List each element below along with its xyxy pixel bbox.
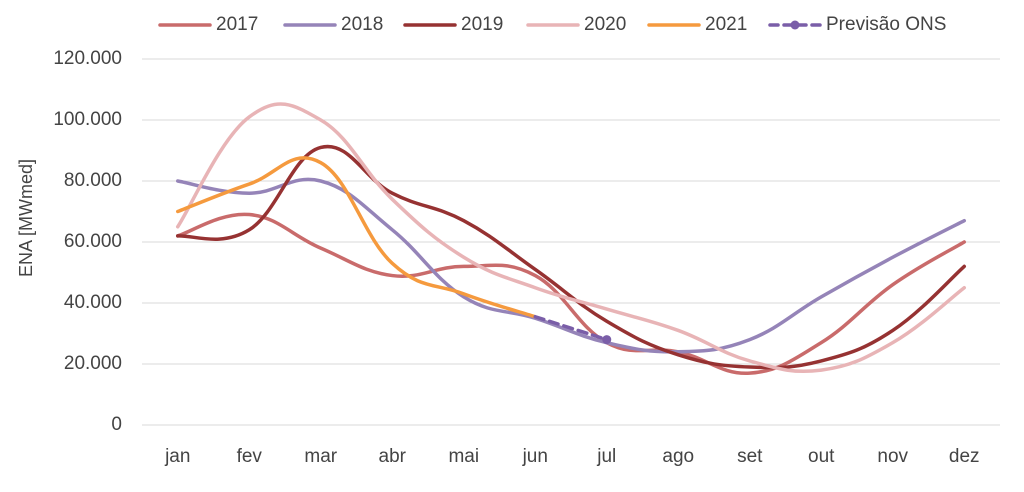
series-line-3 xyxy=(176,102,966,374)
legend-label-0: 2017 xyxy=(216,14,258,35)
y-axis-tick-labels: 0 20.000 40.000 60.000 80.000 100.000 120.000 xyxy=(53,48,122,435)
x-tick-label: dez xyxy=(949,446,980,467)
legend-label-5: Previsão ONS xyxy=(826,14,946,35)
series-line-4 xyxy=(176,156,537,319)
series-line-1 xyxy=(176,177,966,354)
x-tick-label: mar xyxy=(304,446,337,467)
y-tick-label: 20.000 xyxy=(64,353,122,374)
series-line-5 xyxy=(533,314,609,342)
x-tick-label: fev xyxy=(237,446,263,467)
y-tick-label: 40.000 xyxy=(64,292,122,313)
x-tick-label: jan xyxy=(164,446,190,467)
x-tick-label: abr xyxy=(379,446,407,467)
legend-marker-5 xyxy=(790,20,800,30)
legend-label-4: 2021 xyxy=(705,14,747,35)
x-tick-label: jul xyxy=(596,446,616,467)
y-tick-label: 60.000 xyxy=(64,231,122,252)
y-tick-label: 80.000 xyxy=(64,170,122,191)
series-lines xyxy=(176,102,966,375)
legend-label-3: 2020 xyxy=(584,14,626,35)
x-tick-label: jun xyxy=(522,446,548,467)
series-line-0 xyxy=(176,212,966,375)
x-tick-label: ago xyxy=(662,446,694,467)
y-tick-label: 120.000 xyxy=(53,48,122,69)
series-point-5 xyxy=(602,335,612,345)
legend: 2017 2018 2019 2020 2021 Previsão ONS xyxy=(158,14,946,35)
gridlines xyxy=(142,58,1000,426)
x-tick-label: nov xyxy=(877,446,908,467)
legend-label-2: 2019 xyxy=(461,14,503,35)
x-tick-label: set xyxy=(737,446,763,467)
x-tick-label: out xyxy=(808,446,835,467)
y-tick-label: 0 xyxy=(111,414,122,435)
x-axis-tick-labels: jan fev mar abr mai jun jul ago set out nov dez xyxy=(164,446,980,467)
legend-label-1: 2018 xyxy=(341,14,383,35)
y-axis-title: ENA [MWmed] xyxy=(16,159,36,277)
y-tick-label: 100.000 xyxy=(53,109,122,130)
x-tick-label: mai xyxy=(448,446,479,467)
